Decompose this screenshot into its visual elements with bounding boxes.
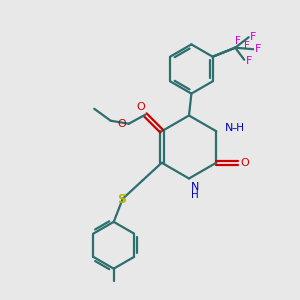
Text: O: O (136, 102, 145, 112)
Text: F: F (244, 41, 250, 51)
Text: S: S (118, 193, 127, 206)
Text: F: F (250, 32, 256, 42)
Text: F: F (255, 44, 262, 54)
Text: F: F (245, 56, 252, 66)
Text: H: H (191, 190, 199, 200)
Text: N: N (191, 182, 199, 193)
Text: O: O (240, 158, 249, 168)
Text: –H: –H (231, 123, 244, 133)
Text: F: F (235, 36, 241, 46)
Text: N: N (225, 123, 233, 133)
Text: O: O (118, 119, 127, 129)
